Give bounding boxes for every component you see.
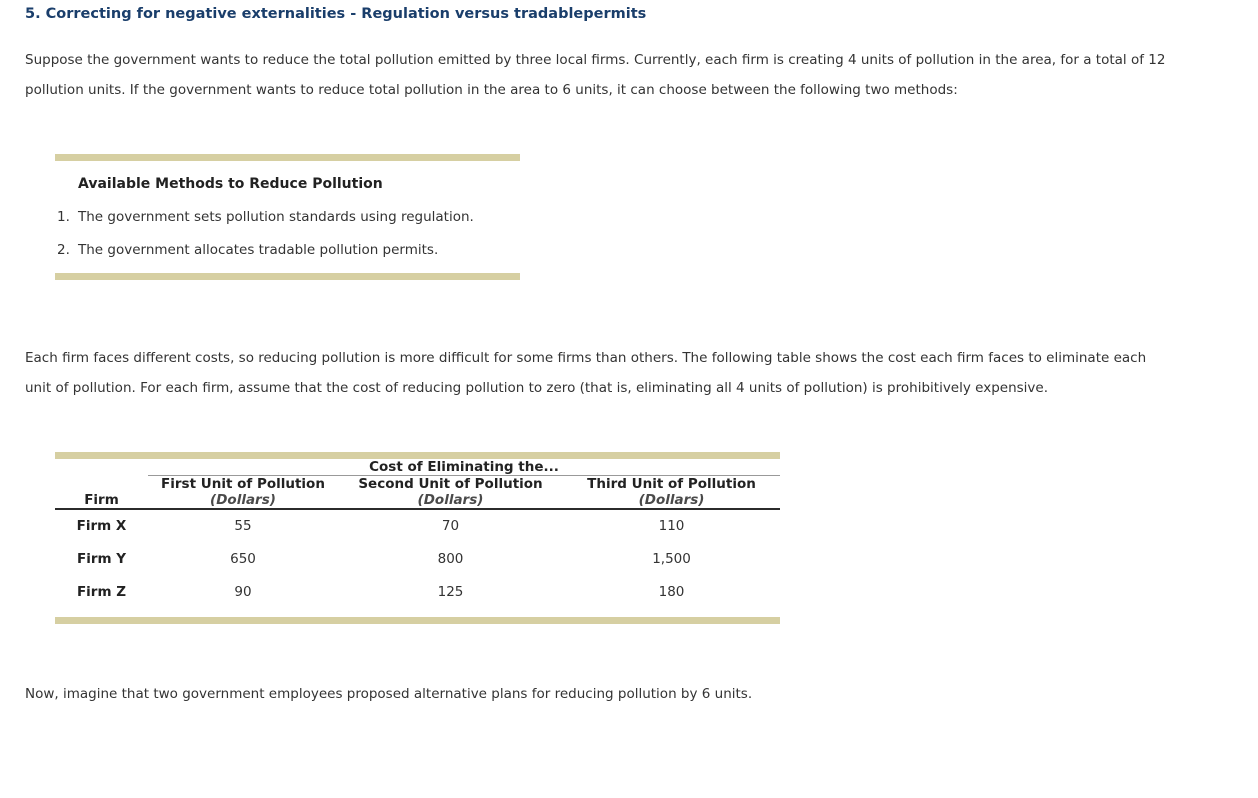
method-text: The government allocates tradable pollut… <box>78 242 439 258</box>
table-row-firm-x: Firm X 55 70 110 <box>55 509 780 542</box>
firm-name: Firm Y <box>76 550 127 567</box>
firm-name: Firm X <box>76 518 127 534</box>
table-row-firm-y: Firm Y 650 800 1,500 <box>55 542 780 575</box>
column-header-third-unit: Third Unit of Pollution <box>587 476 756 492</box>
column-header-second-unit: Second Unit of Pollution <box>358 476 543 492</box>
intro-paragraph: Suppose the government wants to reduce t… <box>25 52 1166 98</box>
cost-value: 180 <box>658 583 685 600</box>
table-span-header: Cost of Eliminating the... <box>148 459 781 476</box>
box-top-bar <box>55 154 520 161</box>
pollution-cost-table: Cost of Eliminating the... First Unit of… <box>55 459 781 608</box>
method-text: The government sets pollution standards … <box>78 209 474 225</box>
cost-table: Cost of Eliminating the... First Unit of… <box>55 452 781 624</box>
units-label: (Dollars) <box>563 492 781 510</box>
firm-column-header: Firm <box>55 492 148 510</box>
units-label: (Dollars) <box>148 492 338 510</box>
firm-name: Firm Z <box>76 583 127 600</box>
column-header-first-unit: First Unit of Pollution <box>161 476 325 492</box>
question-title: 5. Correcting for negative externalities… <box>25 6 647 22</box>
units-row: Firm (Dollars) (Dollars) (Dollars) <box>55 492 781 510</box>
cost-value: 55 <box>234 518 252 534</box>
empty-cell <box>55 476 148 493</box>
empty-cell <box>55 459 148 476</box>
column-header-row: First Unit of Pollution Second Unit of P… <box>55 476 780 493</box>
method-item-2: 2. The government allocates tradable pol… <box>55 242 520 258</box>
box-bottom-bar <box>55 273 520 280</box>
cost-value: 90 <box>234 583 252 600</box>
units-label: (Dollars) <box>338 492 563 510</box>
closing-paragraph: Now, imagine that two government employe… <box>25 686 753 702</box>
table-row-firm-z: Firm Z 90 125 180 <box>55 575 780 608</box>
question-page: 5. Correcting for negative externalities… <box>0 6 1258 704</box>
cost-value: 1,500 <box>652 550 691 567</box>
method-item-1: 1. The government sets pollution standar… <box>55 209 520 225</box>
costs-paragraph: Each firm faces different costs, so redu… <box>25 350 1147 396</box>
available-methods-box: Available Methods to Reduce Pollution 1.… <box>55 154 520 280</box>
cost-value: 70 <box>441 518 460 534</box>
methods-heading: Available Methods to Reduce Pollution <box>78 176 383 192</box>
table-bottom-bar <box>55 617 780 624</box>
table-top-bar <box>55 452 780 459</box>
cost-value: 125 <box>437 583 464 600</box>
span-header-row: Cost of Eliminating the... <box>55 459 781 476</box>
method-number: 1. <box>57 209 70 225</box>
cost-value: 110 <box>658 518 685 534</box>
cost-value: 650 <box>230 550 256 567</box>
cost-value: 800 <box>437 550 464 567</box>
method-number: 2. <box>57 242 70 258</box>
